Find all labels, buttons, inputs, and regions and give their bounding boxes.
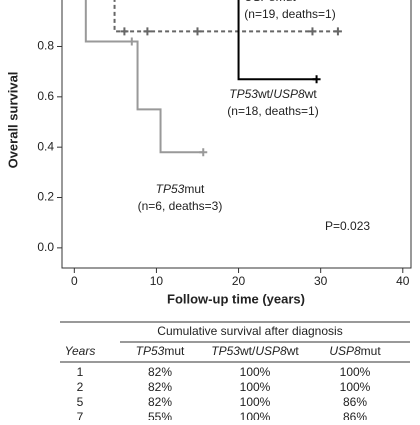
x-tick-label: 0 [71, 274, 78, 288]
label-part: USP8 [329, 344, 361, 358]
censor-mark [120, 27, 129, 36]
label: TP53mut [156, 182, 205, 196]
table-cell: 82% [148, 395, 172, 409]
label-part: wt/ [239, 344, 256, 358]
series-note: (n=19, deaths=1) [244, 7, 335, 21]
y-tick-label: 0.6 [37, 89, 54, 103]
plot-frame [61, 0, 412, 269]
y-tick-label: 0.8 [37, 39, 54, 53]
censor-mark [193, 27, 202, 36]
table-cell: 100% [240, 365, 271, 379]
x-tick-label: 20 [232, 274, 246, 288]
censor-mark [199, 148, 208, 157]
label: TP53wt/USP8wt [229, 87, 317, 101]
table-cell: 5 [77, 395, 84, 409]
label-part: TP53 [136, 344, 165, 358]
table-cell: 86% [343, 410, 367, 420]
y-axis-label: Overall survival [5, 72, 20, 169]
label-part: USP8 [255, 344, 287, 358]
censor-mark [308, 27, 317, 36]
table-caption: Cumulative survival after diagnosis [157, 324, 342, 338]
table-cell: 82% [148, 380, 172, 394]
table-cell: 2 [77, 380, 84, 394]
y-tick-label: 0.2 [37, 190, 54, 204]
table-cell: 100% [340, 380, 371, 394]
label: TP53mut [136, 344, 185, 358]
censor-mark [127, 37, 136, 46]
table-cell: 55% [148, 410, 172, 420]
x-tick-label: 10 [150, 274, 164, 288]
x-tick-label: 30 [314, 274, 328, 288]
label-part: mut [361, 344, 382, 358]
label-part: USP8 [273, 87, 305, 101]
table-cell: 100% [240, 395, 271, 409]
label-part: TP53 [211, 344, 240, 358]
label: USP8mut [329, 344, 381, 358]
label: USP8mut [244, 0, 296, 4]
label-part: wt [304, 87, 318, 101]
series-note: (n=6, deaths=3) [138, 199, 223, 213]
y-tick-label: 0.4 [37, 139, 54, 153]
label-part: TP53 [156, 182, 185, 196]
survival-curve [84, 0, 204, 154]
table-cell: 86% [343, 395, 367, 409]
censor-mark [333, 27, 342, 36]
x-tick-label: 40 [396, 274, 410, 288]
table-cell: 82% [148, 365, 172, 379]
survival-curve [113, 0, 338, 33]
label-part: mut [164, 344, 185, 358]
label-part: wt [286, 344, 300, 358]
table-cell: 100% [240, 380, 271, 394]
censor-mark [143, 27, 152, 36]
label-part: mut [184, 182, 205, 196]
label-part: Years [65, 344, 96, 358]
table-cell: 100% [340, 365, 371, 379]
table-cell: 7 [77, 410, 84, 420]
series-note: (n=18, deaths=1) [227, 104, 318, 118]
label-part: USP8 [244, 0, 276, 4]
table-cell: 100% [240, 410, 271, 420]
censor-mark [312, 75, 321, 84]
label: Years [65, 344, 96, 358]
p-value: P=0.023 [325, 219, 370, 233]
y-tick-label: 0.0 [37, 240, 54, 254]
x-axis-label: Follow-up time (years) [167, 291, 305, 306]
label-part: mut [276, 0, 297, 4]
label-part: TP53 [229, 87, 258, 101]
survival-curve [237, 0, 317, 81]
label-part: wt/ [257, 87, 274, 101]
label: TP53wt/USP8wt [211, 344, 299, 358]
table-cell: 1 [77, 365, 84, 379]
